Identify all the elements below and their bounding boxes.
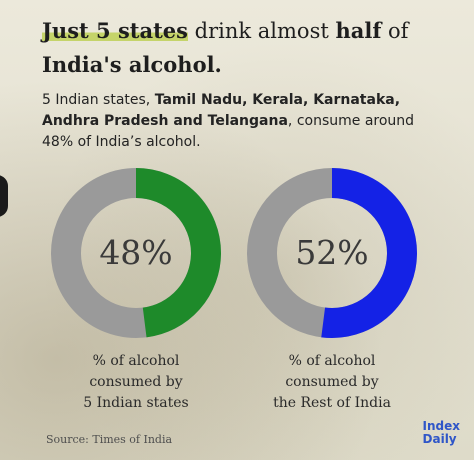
donut-value-label: 52% — [295, 233, 368, 272]
title-part1: drink almost — [187, 19, 336, 43]
chart-title: Just 5 states drink almost half of India… — [42, 14, 462, 82]
subtitle-lead: 5 Indian states, — [42, 92, 155, 108]
caption-line: the Rest of India — [273, 395, 391, 411]
chart-subtitle: 5 Indian states, Tamil Nadu, Kerala, Kar… — [42, 90, 437, 153]
caption-states: % of alcohol consumed by 5 Indian states — [51, 351, 221, 414]
brand-line2: Daily — [422, 432, 457, 446]
donut-chart-states: 48% — [51, 168, 221, 338]
title-bold: half — [335, 18, 382, 43]
source-note: Source: Times of India — [46, 433, 173, 446]
title-part2: of — [381, 19, 409, 43]
caption-line: consumed by — [285, 374, 379, 390]
subtitle-states: Tamil Nadu, Kerala, Karnataka, Andhra Pr… — [42, 92, 401, 129]
caption-rest: % of alcohol consumed by the Rest of Ind… — [247, 351, 417, 414]
brand-logo: Index Daily — [423, 420, 460, 446]
subtitle-tail: , consume around 48% of India’s alcohol. — [42, 113, 415, 150]
title-highlight: Just 5 states — [42, 18, 188, 43]
caption-line: consumed by — [89, 374, 183, 390]
donut-arc — [247, 168, 417, 338]
donut-value-label: 48% — [99, 233, 172, 272]
caption-line: % of alcohol — [92, 353, 180, 369]
title-line2: India's alcohol. — [42, 52, 222, 77]
donut-chart-rest: 52% — [247, 168, 417, 338]
dark-shape — [0, 175, 8, 217]
brand-line1: Index — [422, 419, 460, 433]
donut-arc — [51, 168, 221, 338]
caption-line: % of alcohol — [288, 353, 376, 369]
caption-line: 5 Indian states — [83, 395, 189, 411]
